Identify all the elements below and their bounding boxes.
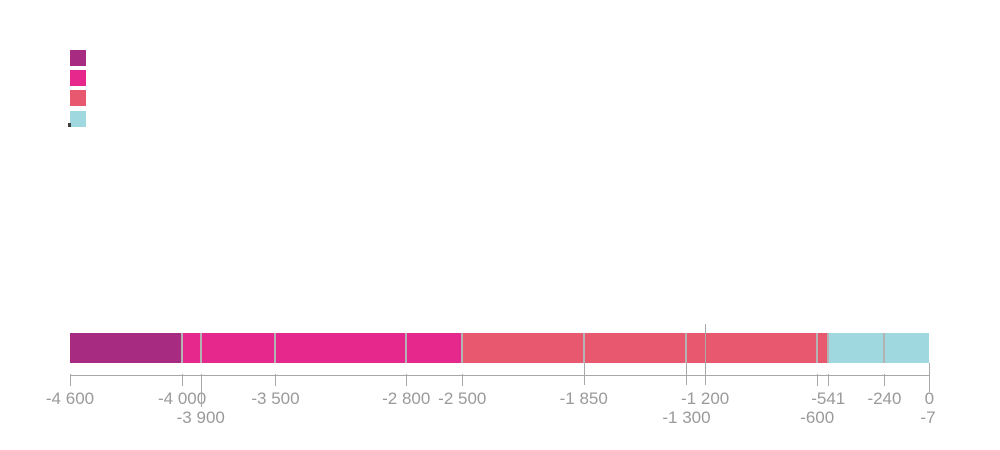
axis-tick-long bbox=[200, 374, 202, 407]
axis-tick-label: -1 200 bbox=[681, 389, 730, 408]
era-boundary-line bbox=[199, 333, 202, 363]
axis-tick bbox=[182, 374, 184, 386]
axis-tick-label: 0 bbox=[924, 389, 935, 408]
marker-line-minus-1200 bbox=[705, 324, 707, 385]
axis-tick-label: -1 300 bbox=[662, 408, 711, 427]
era-boundary-line bbox=[582, 333, 585, 363]
artifact-mark bbox=[68, 123, 71, 127]
era-boundary-line bbox=[883, 333, 886, 363]
axis-tick-label: -4 600 bbox=[45, 389, 95, 408]
era-segment-2 bbox=[182, 333, 463, 363]
era-boundary-line bbox=[181, 333, 184, 363]
era-boundary-line bbox=[274, 333, 277, 363]
x-axis-line bbox=[70, 375, 930, 376]
axis-tick-label: -3 900 bbox=[176, 408, 225, 427]
axis-tick bbox=[817, 374, 819, 386]
era-bar bbox=[70, 333, 930, 363]
axis-tick bbox=[884, 374, 886, 386]
axis-tick bbox=[828, 374, 830, 386]
era-boundary-line bbox=[827, 333, 830, 363]
eon-swatch-3-legend-swatch bbox=[70, 90, 86, 107]
axis-tick bbox=[70, 374, 71, 386]
axis-tick bbox=[406, 374, 408, 386]
axis-tick-label: -3 500 bbox=[251, 389, 300, 408]
axis-tick-label: -4 000 bbox=[157, 389, 207, 408]
eon-swatch-2-legend-swatch bbox=[70, 70, 86, 87]
axis-tick-mid bbox=[583, 363, 585, 385]
axis-tick-label: -240 bbox=[867, 389, 902, 408]
axis-tick-label: -600 bbox=[800, 408, 835, 427]
era-boundary-line bbox=[405, 333, 408, 363]
axis-tick-label: -541 bbox=[811, 389, 846, 408]
axis-tick-mid bbox=[686, 363, 688, 385]
era-segment-4 bbox=[828, 333, 930, 363]
era-boundary-line bbox=[461, 333, 464, 363]
axis-tick-label: -2 500 bbox=[438, 389, 487, 408]
eon-swatch-4-legend-swatch bbox=[70, 110, 86, 127]
axis-tick-label: -7 bbox=[920, 408, 936, 427]
axis-tick bbox=[462, 374, 464, 386]
eon-swatch-1-legend-swatch bbox=[70, 50, 86, 66]
era-boundary-line bbox=[685, 333, 688, 363]
era-boundary-line bbox=[816, 333, 819, 363]
era-segment-1 bbox=[70, 333, 183, 363]
axis-tick-label: -1 850 bbox=[559, 389, 608, 408]
era-segment-3 bbox=[462, 333, 829, 363]
axis-tick bbox=[275, 374, 277, 386]
axis-tick-label: -2 800 bbox=[382, 389, 431, 408]
axis-end-line bbox=[929, 363, 931, 392]
